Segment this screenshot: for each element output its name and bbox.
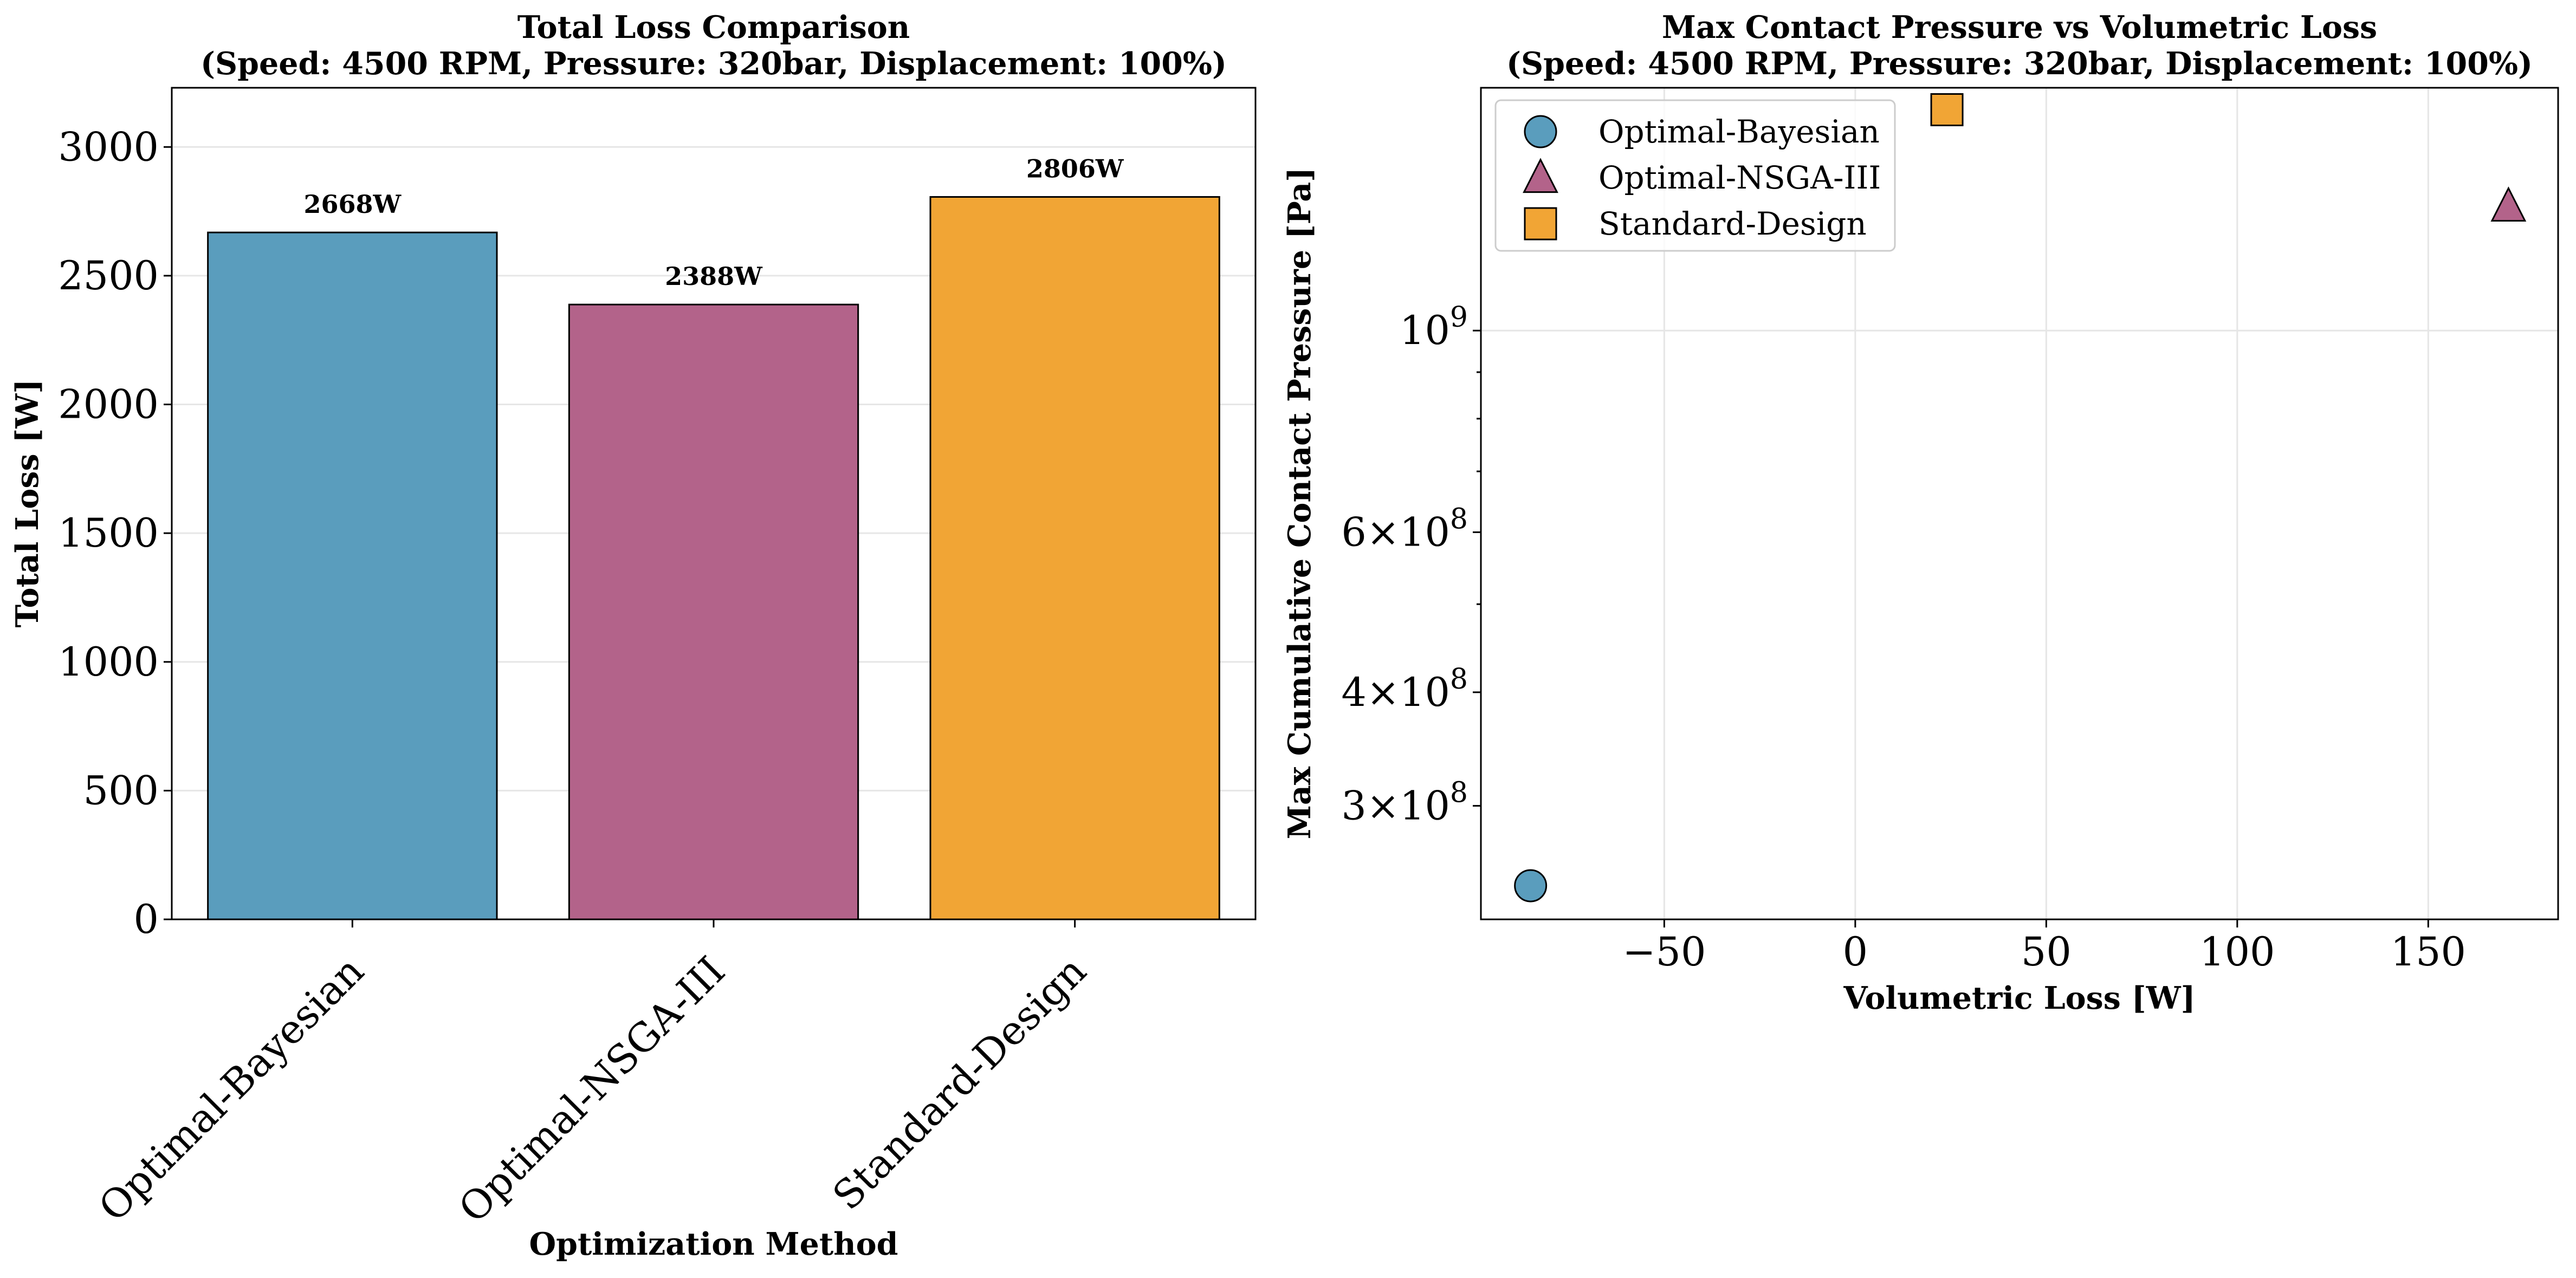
bar-chart-subtitle: (Speed: 4500 RPM, Pressure: 320bar, Disp…: [200, 46, 1227, 82]
scatter-chart-x-axis-label: Volumetric Loss [W]: [1843, 980, 2195, 1016]
scatter-y-tick-times: ×: [1367, 670, 1400, 716]
scatter-legend-marker-optimal-bayesian: [1524, 115, 1557, 148]
scatter-y-tick-mantissa: 6: [1341, 509, 1366, 555]
scatter-chart-panel: Max Contact Pressure vs Volumetric Loss …: [1281, 9, 2559, 1016]
scatter-chart-grid: [1481, 88, 2558, 919]
scatter-x-tick-label: 0: [1843, 929, 1868, 975]
scatter-y-tick-mantissa: 3: [1341, 783, 1366, 829]
scatter-x-tick-label: 100: [2199, 929, 2275, 975]
bar-chart-x-axis-label: Optimization Method: [529, 1226, 898, 1262]
scatter-y-tick-label: 109: [1400, 301, 1468, 354]
scatter-y-tick-label: 6×108: [1341, 503, 1468, 555]
scatter-x-tick-label: −50: [1622, 929, 1706, 975]
scatter-y-tick-exponent: 8: [1450, 663, 1468, 696]
bar-y-tick-label: 2500: [58, 253, 159, 299]
scatter-legend-marker-optimal-nsga-iii: [1523, 158, 1558, 193]
bar-y-tick-label: 500: [83, 768, 159, 814]
scatter-chart-points: [1514, 93, 2527, 903]
scatter-y-tick-base: 10: [1400, 783, 1450, 829]
scatter-y-tick-mantissa: 4: [1341, 670, 1366, 716]
scatter-y-tick-label: 4×108: [1341, 663, 1468, 716]
scatter-y-tick-exponent: 8: [1450, 503, 1468, 535]
scatter-y-tick-exponent: 8: [1450, 776, 1468, 809]
bar-optimal-bayesian: [207, 231, 498, 920]
bar-data-label: 2806W: [1026, 154, 1124, 183]
scatter-point-optimal-bayesian: [1514, 869, 1548, 903]
scatter-chart-y-axis-label: Max Cumulative Contact Pressure [Pa]: [1281, 167, 1318, 839]
scatter-y-tick-base: 10: [1400, 670, 1450, 716]
scatter-legend-label: Optimal-NSGA-III: [1598, 159, 1881, 196]
bar-y-tick-label: 3000: [58, 124, 159, 170]
scatter-point-standard-design: [1930, 93, 1964, 126]
scatter-chart-legend: Optimal-Bayesian Optimal-NSGA-III Standard…: [1494, 99, 1896, 252]
scatter-chart-subtitle: (Speed: 4500 RPM, Pressure: 320bar, Disp…: [1506, 46, 2533, 82]
bar-y-tick-label: 1500: [58, 510, 159, 556]
bar-chart-bars: [207, 196, 1220, 920]
bar-chart-title: Total Loss Comparison: [517, 9, 910, 46]
scatter-y-tick-base: 10: [1400, 509, 1450, 555]
scatter-legend-label: Optimal-Bayesian: [1598, 113, 1880, 150]
bar-y-tick-label: 0: [134, 897, 159, 943]
scatter-x-tick-label: 50: [2021, 929, 2072, 975]
bar-y-tick-label: 2000: [58, 382, 159, 428]
bar-chart-y-axis-label: Total Loss [W]: [9, 379, 46, 628]
scatter-chart-title: Max Contact Pressure vs Volumetric Loss: [1662, 9, 2377, 46]
bar-chart-y-ticks: 0 500 1000 1500 2000 2500 3000: [58, 124, 172, 943]
bar-y-tick-label: 1000: [58, 639, 159, 685]
scatter-y-tick-times: ×: [1367, 509, 1400, 555]
bar-standard-design: [929, 196, 1220, 920]
scatter-legend-box: [1494, 99, 1896, 252]
bar-chart-data-labels: 2668W 2388W 2806W: [303, 154, 1124, 291]
bar-optimal-nsga-iii: [568, 303, 859, 920]
scatter-x-tick-label: 150: [2391, 929, 2466, 975]
scatter-legend-marker-standard-design: [1524, 207, 1557, 241]
scatter-y-tick-exponent: 9: [1450, 301, 1468, 334]
scatter-chart-frame: [1480, 87, 2559, 920]
scatter-y-tick-times: ×: [1367, 783, 1400, 829]
scatter-chart-x-ticks: −50 0 50 100 150: [1622, 919, 2466, 975]
scatter-legend-label: Standard-Design: [1598, 205, 1867, 242]
scatter-y-tick-base: 10: [1400, 308, 1450, 354]
scatter-y-tick-label: 3×108: [1341, 776, 1468, 829]
scatter-point-optimal-nsga-iii: [2490, 186, 2527, 222]
bar-data-label: 2388W: [665, 262, 763, 291]
bar-data-label: 2668W: [303, 190, 402, 219]
